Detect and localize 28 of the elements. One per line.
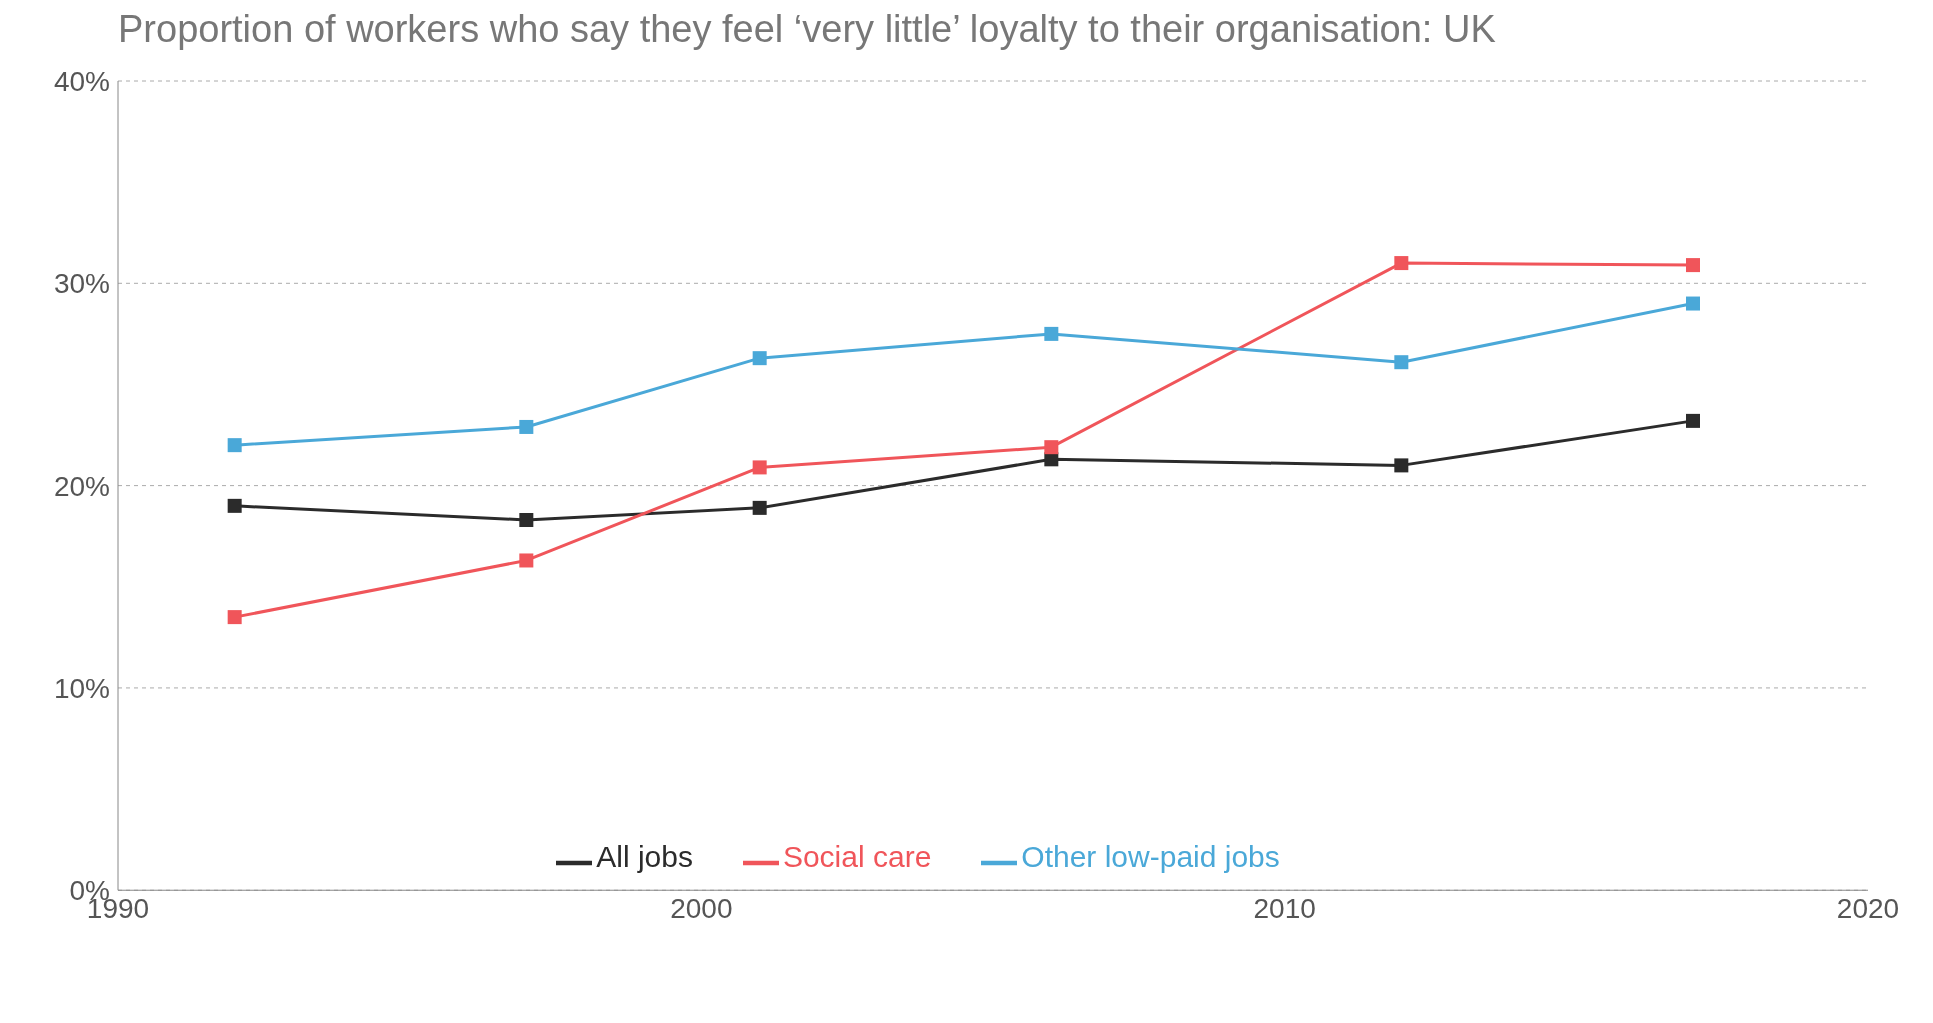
point <box>519 513 534 528</box>
y-tick-label: 40% <box>53 65 110 97</box>
x-tick-label: 2020 <box>1836 893 1900 925</box>
x-tick-label: 2010 <box>1253 893 1316 925</box>
point <box>519 553 534 568</box>
point <box>752 460 767 475</box>
point <box>752 500 767 515</box>
chart-title: Proportion of workers who say they feel ‘very little’ loyalty to their organisation: UK <box>118 8 1497 51</box>
point <box>1394 355 1409 370</box>
point <box>1044 326 1059 341</box>
point <box>227 610 242 625</box>
point <box>1394 256 1409 271</box>
point <box>1394 458 1409 473</box>
point <box>1686 413 1700 428</box>
point <box>1686 296 1700 311</box>
point <box>227 498 242 513</box>
x-tick-label: 2000 <box>670 893 733 925</box>
y-tick-label: 30% <box>53 268 110 300</box>
legend-label: All jobs <box>596 840 693 874</box>
point <box>1686 258 1700 273</box>
point <box>752 351 767 366</box>
point <box>519 419 534 434</box>
y-tick-label: 10% <box>53 672 110 704</box>
point <box>1044 440 1059 455</box>
y-tick-label: 20% <box>53 470 110 502</box>
legend-label: Social care <box>782 840 932 874</box>
point <box>227 438 242 453</box>
legend-label: Other low-paid jobs <box>1021 840 1280 874</box>
